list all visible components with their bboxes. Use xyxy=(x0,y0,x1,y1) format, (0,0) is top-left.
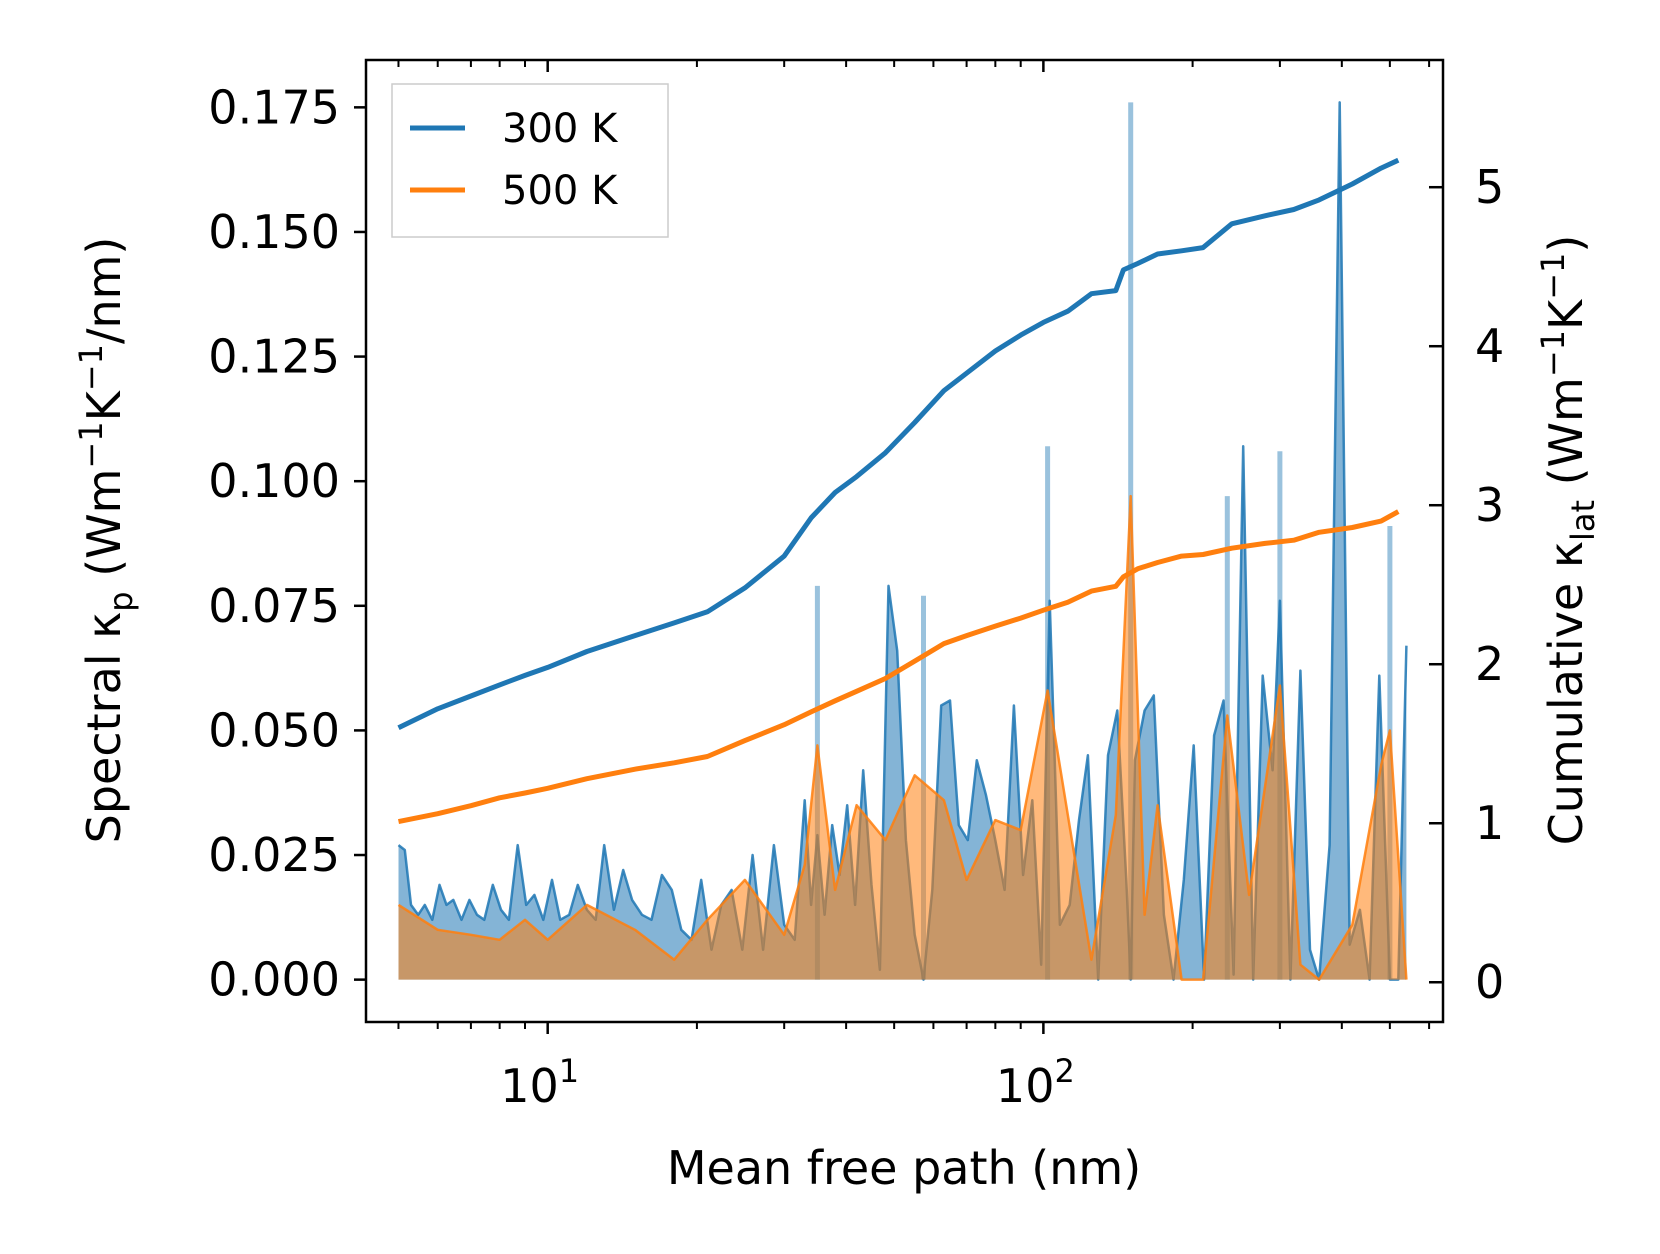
cumulative-line-300k xyxy=(397,157,1400,731)
y-right-title-exp2: −1 xyxy=(1534,253,1572,300)
y-left-title-units-open: (Wm xyxy=(77,469,131,592)
spectral-area-300k xyxy=(398,102,1407,980)
y-axis-left-title: Spectral κp (Wm−1K−1/nm) xyxy=(72,237,140,844)
y-right-tick-label: 1 xyxy=(1475,796,1504,850)
y-right-title-exp1: −1 xyxy=(1534,330,1572,377)
y-left-title-units-close: /nm) xyxy=(77,237,131,344)
spectral-area-500k xyxy=(398,496,1407,980)
y-left-tick-label: 0.050 xyxy=(208,703,340,757)
y-axis-right-title: Cumulative κlat (Wm−1K−1) xyxy=(1534,235,1602,846)
x-tick-label-exponent: 2 xyxy=(1054,1052,1074,1090)
y-left-title-exp1: −1 xyxy=(72,421,110,468)
legend-box xyxy=(391,83,669,238)
x-tick-label: 102 xyxy=(996,1052,1075,1113)
y-left-tick-label: 0.175 xyxy=(208,80,340,134)
x-axis-title: Mean free path (nm) xyxy=(667,1141,1141,1195)
x-tick-label: 101 xyxy=(500,1052,579,1113)
y-right-tick-label: 2 xyxy=(1475,637,1504,691)
y-right-tick-label: 0 xyxy=(1475,955,1504,1009)
x-tick-label-exponent: 1 xyxy=(559,1052,579,1090)
legend-label-300k: 300 K xyxy=(502,106,619,152)
y-left-tick-label: 0.075 xyxy=(208,579,340,633)
legend-label-500k: 500 K xyxy=(502,168,619,214)
y-left-title-exp2: −1 xyxy=(72,344,110,391)
cumulative-line-500k xyxy=(398,509,1400,825)
y-right-tick-label: 4 xyxy=(1475,319,1504,373)
y-left-tick-label: 0.025 xyxy=(208,828,340,882)
y-left-title-mid: K xyxy=(77,389,131,421)
y-left-tick-label: 0.150 xyxy=(208,205,340,259)
y-left-title-prefix: Spectral κ xyxy=(77,612,131,844)
y-left-tick-label: 0.125 xyxy=(208,330,340,384)
spectral-line-500k xyxy=(397,494,1408,981)
y-right-title-sub: lat xyxy=(1564,500,1602,541)
y-left-tick-label: 0.100 xyxy=(208,454,340,508)
legend: 300 K 500 K xyxy=(391,83,669,238)
y-right-title-prefix: Cumulative κ xyxy=(1539,541,1593,845)
series-layer xyxy=(397,101,1408,981)
y-right-tick-label: 5 xyxy=(1475,160,1504,214)
plot-frame xyxy=(364,58,1445,1024)
y-left-tick-label: 0.000 xyxy=(208,953,340,1007)
x-tick-label-base: 10 xyxy=(996,1059,1055,1113)
x-tick-label-base: 10 xyxy=(500,1059,559,1113)
y-right-title-units-close: ) xyxy=(1539,235,1593,253)
ticks-layer: 0.000 0.025 0.050 0.075 0.100 0.125 0.150 0.175… xyxy=(208,60,1504,1113)
y-left-title-sub: p xyxy=(102,591,140,611)
y-right-tick-label: 3 xyxy=(1475,478,1504,532)
y-right-title-mid: K xyxy=(1539,298,1593,330)
y-right-title-units-open: (Wm xyxy=(1539,377,1593,500)
